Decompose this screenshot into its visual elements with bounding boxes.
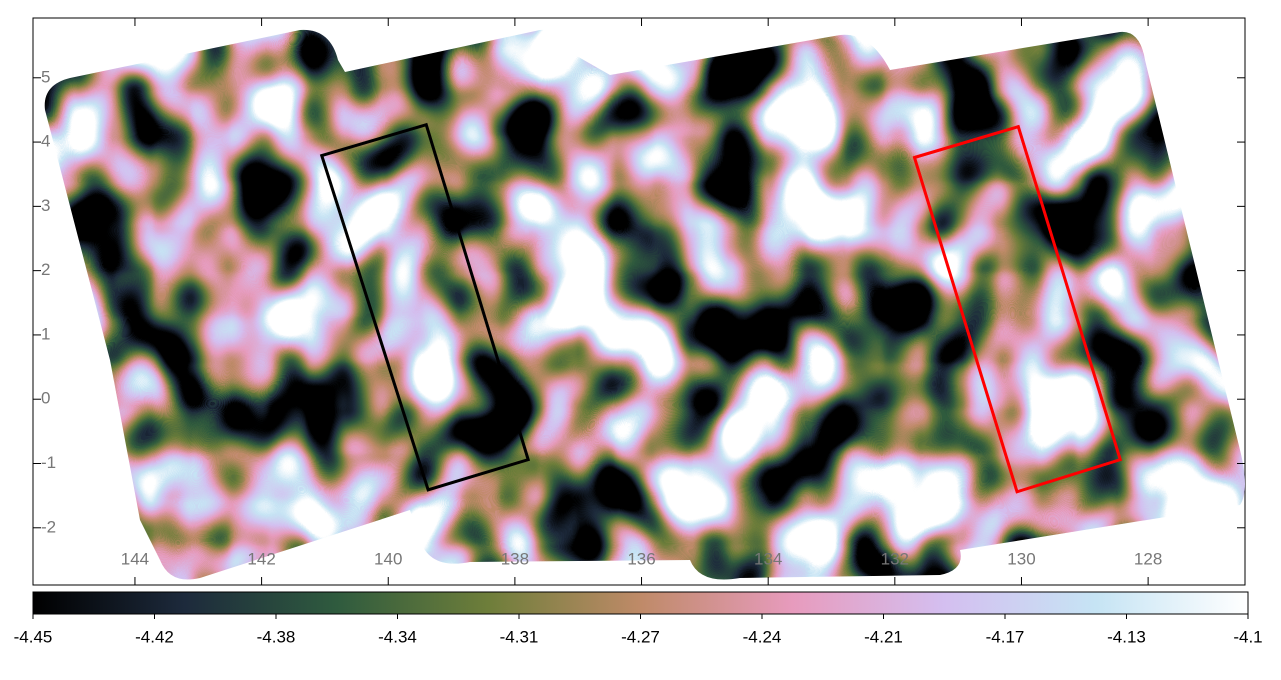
colorbar-tick-label: -4.31 xyxy=(500,627,539,646)
colorbar-tick-label: -4.17 xyxy=(986,627,1025,646)
colorbar-tick-label: -4.1 xyxy=(1233,627,1262,646)
y-tick-label: -2 xyxy=(41,517,56,536)
colorbar-tick-label: -4.45 xyxy=(14,627,53,646)
y-tick-label: 5 xyxy=(41,67,50,86)
x-tick-label: 134 xyxy=(754,549,782,568)
colorbar-tick-label: -4.24 xyxy=(743,627,782,646)
colorbar-tick-label: -4.38 xyxy=(257,627,296,646)
colorbar-tick-label: -4.21 xyxy=(864,627,903,646)
x-tick-label: 142 xyxy=(247,549,275,568)
x-tick-label: 144 xyxy=(121,549,149,568)
y-tick-label: -1 xyxy=(41,453,56,472)
colorbar xyxy=(32,591,1249,615)
x-tick-label: 128 xyxy=(1134,549,1162,568)
x-tick-label: 140 xyxy=(374,549,402,568)
x-tick-label: 138 xyxy=(501,549,529,568)
sky-map xyxy=(44,29,1245,580)
y-tick-label: 3 xyxy=(41,196,50,215)
y-tick-label: 4 xyxy=(41,132,50,151)
y-tick-label: 1 xyxy=(41,324,50,343)
y-tick-label: 2 xyxy=(41,260,50,279)
x-tick-label: 132 xyxy=(881,549,909,568)
x-tick-label: 130 xyxy=(1007,549,1035,568)
colorbar-tick-label: -4.13 xyxy=(1107,627,1146,646)
map-image xyxy=(44,29,1245,580)
region-box xyxy=(319,122,531,492)
colorbar-tick-label: -4.42 xyxy=(135,627,174,646)
x-tick-label: 136 xyxy=(627,549,655,568)
colorbar-tick-label: -4.34 xyxy=(378,627,417,646)
y-tick-label: 0 xyxy=(41,389,50,408)
colorbar-tick-label: -4.27 xyxy=(621,627,660,646)
region-box xyxy=(912,124,1123,494)
